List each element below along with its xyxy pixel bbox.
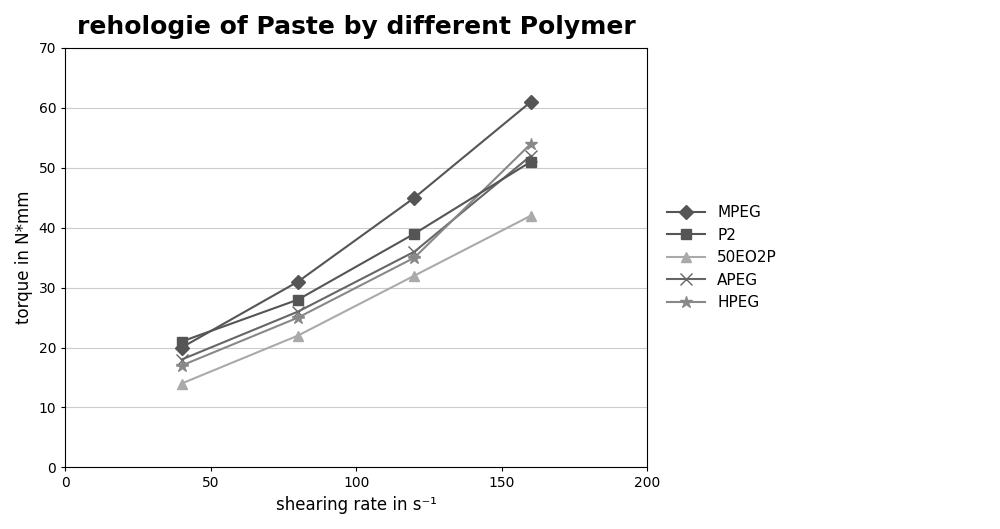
- 50EO2P: [292, 332, 304, 339]
- Line: HPEG: HPEG: [175, 138, 537, 372]
- MPEG: [525, 98, 537, 105]
- Line: P2: P2: [177, 157, 536, 346]
- P2: [525, 159, 537, 165]
- Y-axis label: torque in N*mm: torque in N*mm: [15, 191, 33, 324]
- APEG: [292, 308, 304, 315]
- HPEG: [176, 362, 188, 369]
- X-axis label: shearing rate in s⁻¹: shearing rate in s⁻¹: [276, 496, 437, 514]
- P2: [408, 231, 420, 237]
- HPEG: [292, 314, 304, 321]
- Line: MPEG: MPEG: [177, 97, 536, 352]
- Title: rehologie of Paste by different Polymer: rehologie of Paste by different Polymer: [77, 15, 636, 39]
- MPEG: [176, 344, 188, 351]
- 50EO2P: [176, 380, 188, 387]
- HPEG: [408, 254, 420, 261]
- P2: [176, 339, 188, 345]
- Legend: MPEG, P2, 50EO2P, APEG, HPEG: MPEG, P2, 50EO2P, APEG, HPEG: [661, 199, 783, 316]
- P2: [292, 296, 304, 303]
- HPEG: [525, 141, 537, 147]
- Line: 50EO2P: 50EO2P: [177, 211, 536, 388]
- 50EO2P: [525, 213, 537, 219]
- Line: APEG: APEG: [176, 150, 536, 365]
- 50EO2P: [408, 272, 420, 279]
- MPEG: [408, 195, 420, 201]
- APEG: [408, 249, 420, 255]
- APEG: [176, 357, 188, 363]
- APEG: [525, 152, 537, 159]
- MPEG: [292, 278, 304, 285]
